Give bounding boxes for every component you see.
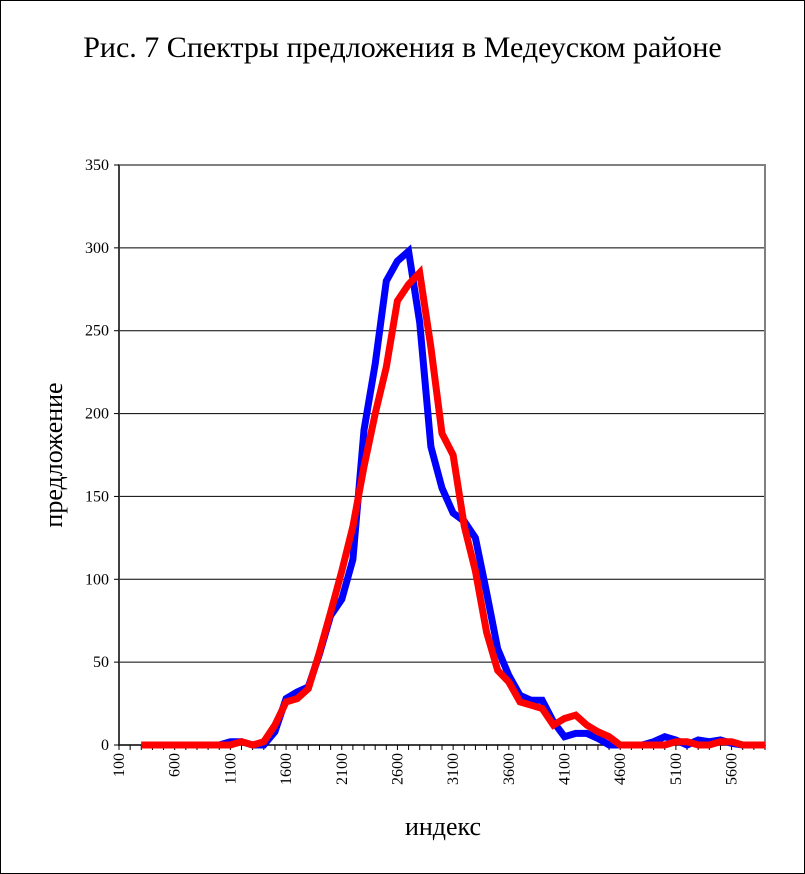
y-tick-label: 150 bbox=[85, 488, 109, 505]
x-tick-label: 3600 bbox=[501, 753, 518, 785]
x-axis-title: индекс bbox=[405, 812, 481, 841]
x-tick-label: 4100 bbox=[557, 753, 574, 785]
x-tick-label: 5600 bbox=[724, 753, 741, 785]
x-tick-label: 2600 bbox=[389, 753, 406, 785]
y-tick-label: 350 bbox=[85, 157, 109, 174]
series-line-2 bbox=[141, 265, 765, 749]
x-tick-label: 600 bbox=[167, 753, 184, 777]
chart-title: Рис. 7 Спектры предложения в Медеуском р… bbox=[83, 31, 722, 64]
y-tick-label: 100 bbox=[85, 571, 109, 588]
plot-border bbox=[118, 164, 766, 746]
x-tick-label: 4600 bbox=[612, 753, 629, 785]
y-tick-label: 200 bbox=[85, 406, 109, 423]
y-tick-label: 300 bbox=[85, 240, 109, 257]
y-tick-label: 250 bbox=[85, 323, 109, 340]
series-line-1 bbox=[141, 244, 765, 749]
y-axis-title: предложение bbox=[39, 382, 68, 527]
x-tick-label: 5100 bbox=[668, 753, 685, 785]
x-tick-label: 3100 bbox=[445, 753, 462, 785]
x-tick-label: 1100 bbox=[222, 753, 239, 784]
y-tick-label: 50 bbox=[93, 654, 109, 671]
x-tick-label: 2100 bbox=[334, 753, 351, 785]
x-tick-label: 100 bbox=[111, 753, 128, 777]
x-tick-label: 1600 bbox=[278, 753, 295, 785]
y-tick-label: 0 bbox=[101, 737, 109, 754]
